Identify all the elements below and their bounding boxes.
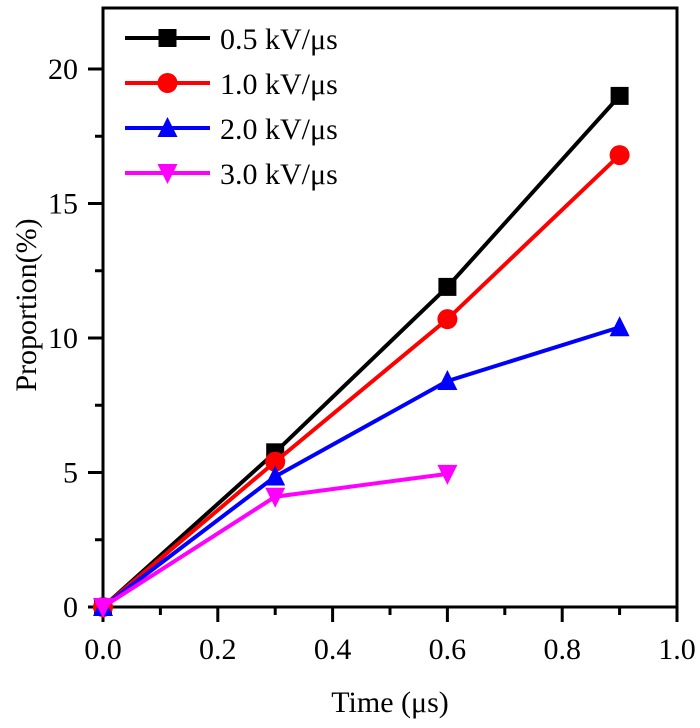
x-tick-label: 0.0 xyxy=(84,633,122,666)
legend-label: 0.5 kV/μs xyxy=(220,23,338,56)
x-axis-label: Time (μs) xyxy=(331,686,449,719)
legend-label: 1.0 kV/μs xyxy=(220,68,338,101)
x-tick-label: 0.2 xyxy=(199,633,237,666)
data-point xyxy=(93,598,113,618)
y-tick-label: 20 xyxy=(48,53,78,86)
data-point xyxy=(609,145,630,166)
legend-item: 3.0 kV/μs xyxy=(125,158,338,191)
legend-marker xyxy=(157,73,178,93)
x-tick-label: 0.8 xyxy=(543,633,581,666)
legend-marker xyxy=(158,29,177,47)
legend-label: 3.0 kV/μs xyxy=(220,158,338,191)
y-tick-label: 15 xyxy=(48,188,78,221)
legend-item: 2.0 kV/μs xyxy=(125,113,338,146)
data-point xyxy=(437,464,458,485)
series-layer xyxy=(93,86,630,618)
data-point xyxy=(437,370,458,391)
legend-item: 0.5 kV/μs xyxy=(125,23,338,56)
legend-label: 2.0 kV/μs xyxy=(220,113,338,146)
x-tick-label: 0.6 xyxy=(429,633,467,666)
series-1-0-kv-s xyxy=(93,145,630,617)
series-3-0-kv-s xyxy=(93,464,458,618)
data-point xyxy=(265,487,286,508)
data-point xyxy=(265,465,286,486)
series-2-0-kv-s xyxy=(93,316,630,616)
y-tick-label: 5 xyxy=(63,457,78,490)
data-point xyxy=(437,309,458,330)
series-line xyxy=(101,325,621,609)
y-tick-label: 0 xyxy=(63,591,78,624)
series-line xyxy=(101,153,621,609)
legend-item: 1.0 kV/μs xyxy=(125,68,338,101)
y-tick-label: 10 xyxy=(48,322,78,355)
y-axis-label: Proportion(%) xyxy=(10,218,43,391)
data-point xyxy=(609,316,630,337)
data-point xyxy=(438,277,457,296)
legend-marker xyxy=(157,117,178,137)
series-line xyxy=(101,94,622,609)
data-point xyxy=(610,86,629,105)
legend: 0.5 kV/μs 1.0 kV/μs 2.0 kV/μs 3.0 kV/μs xyxy=(125,23,338,191)
legend-marker xyxy=(157,164,178,184)
axes: 0.0 0.2 0.4 0.6 0.8 1.0 0 5 10 15 20 xyxy=(48,6,696,666)
x-tick-label: 0.4 xyxy=(314,633,352,666)
x-tick-label: 1.0 xyxy=(658,633,696,666)
plot-frame xyxy=(101,6,679,609)
data-point xyxy=(265,451,286,472)
